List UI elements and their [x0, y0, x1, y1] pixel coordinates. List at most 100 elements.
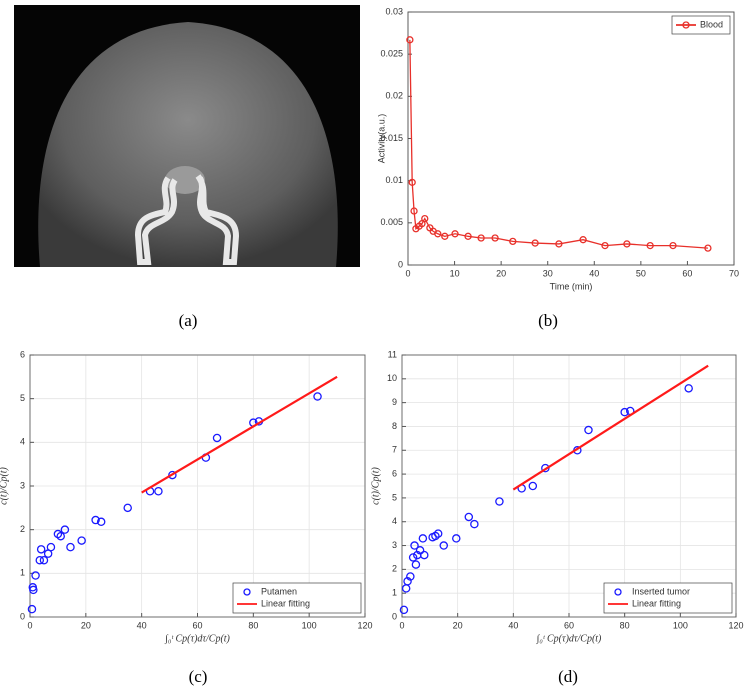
image-panel: [14, 5, 360, 267]
y-tick-label: 0: [398, 259, 403, 269]
caption: (b): [538, 311, 558, 330]
data-point: [684, 384, 693, 393]
legend-label: Blood: [700, 19, 723, 29]
data-point: [579, 236, 587, 244]
y-tick-label: 0.015: [380, 133, 403, 143]
data-point: [35, 555, 45, 565]
y-tick-label: 2: [20, 524, 25, 534]
data-point: [36, 545, 46, 554]
x-tick-label: 20: [453, 620, 463, 630]
x-tick-label: 60: [192, 620, 202, 630]
head: [38, 22, 338, 267]
x-tick-label: 0: [27, 620, 32, 630]
x-tick-label: 50: [636, 268, 646, 278]
y-tick-label: 8: [392, 421, 397, 431]
x-axis-label: Time (min): [550, 281, 593, 291]
data-point: [406, 572, 415, 581]
data-point: [212, 433, 222, 443]
y-axis-label: c(t)/Cp(t): [0, 466, 9, 504]
x-tick-label: 80: [620, 620, 630, 630]
data-point: [29, 585, 38, 595]
data-point: [408, 553, 418, 562]
data-point: [403, 577, 412, 586]
data-point: [91, 515, 100, 525]
data-point: [421, 214, 429, 223]
legend-label: Putamen: [261, 586, 297, 596]
y-tick-label: 5: [392, 492, 397, 502]
legend-box: [232, 582, 362, 614]
data-point: [620, 407, 629, 417]
data-point: [31, 571, 40, 580]
data-point: [464, 512, 474, 522]
data-point: [704, 244, 712, 252]
data-point: [410, 207, 418, 215]
data-point: [411, 560, 421, 569]
plot-area: [407, 11, 735, 266]
data-point: [669, 241, 677, 250]
y-axis-label: c(t)/Cp(t): [370, 466, 381, 504]
axes-frame: [407, 11, 735, 266]
x-tick-label: 120: [728, 620, 743, 630]
caption: (a): [179, 311, 198, 330]
data-point: [470, 519, 479, 529]
legend-swatch: [682, 21, 690, 29]
x-tick-label: 20: [496, 268, 506, 278]
y-tick-label: 0.01: [385, 175, 403, 185]
y-tick-label: 3: [20, 480, 25, 490]
data-point: [415, 546, 425, 555]
data-point: [477, 234, 485, 242]
x-tick-label: 30: [543, 268, 553, 278]
legend-box: [671, 15, 731, 35]
legend-swatch: [243, 588, 251, 596]
data-point: [96, 517, 106, 527]
x-tick-label: 10: [450, 268, 460, 278]
data-point: [77, 536, 86, 545]
data-point: [39, 555, 49, 565]
data-point: [168, 470, 177, 480]
y-tick-label: 0.03: [385, 6, 403, 16]
y-tick-label: 2: [392, 564, 397, 574]
y-tick-label: 10: [387, 373, 397, 383]
series-line: [141, 375, 338, 494]
data-point: [46, 542, 56, 552]
x-tick-label: 80: [248, 620, 258, 630]
y-tick-label: 0.025: [380, 49, 403, 59]
data-point: [410, 541, 419, 550]
data-point: [431, 531, 440, 541]
data-point: [406, 36, 414, 44]
y-tick-label: 6: [392, 468, 397, 478]
vessel: [195, 174, 240, 265]
x-tick-label: 0: [405, 268, 410, 278]
data-point: [399, 605, 409, 615]
y-tick-label: 0.02: [385, 91, 403, 101]
data-point: [27, 604, 37, 614]
data-point: [418, 534, 428, 543]
data-point: [433, 529, 443, 538]
data-point: [66, 542, 75, 552]
x-tick-label: 40: [508, 620, 518, 630]
y-tick-label: 0.005: [380, 217, 403, 227]
data-point: [495, 497, 504, 506]
data-point: [441, 232, 449, 240]
x-tick-label: 70: [729, 268, 739, 278]
data-point: [509, 237, 517, 246]
legend-label: Inserted tumor: [632, 586, 690, 596]
data-point: [123, 503, 132, 513]
data-point: [646, 241, 654, 250]
data-point: [154, 486, 163, 496]
legend-label: Linear fitting: [261, 598, 310, 608]
data-point: [601, 241, 609, 250]
legend-swatch: [614, 588, 622, 596]
x-tick-label: 40: [137, 620, 147, 630]
data-point: [452, 534, 461, 543]
data-point: [451, 230, 459, 238]
y-tick-label: 0: [392, 611, 397, 621]
series-line: [512, 364, 709, 491]
legend-label: Linear fitting: [632, 598, 681, 608]
vessel: [134, 176, 178, 265]
x-axis-label: ∫₀ᵗ Cp(τ)dτ/Cp(t): [164, 633, 230, 644]
data-point: [408, 178, 416, 187]
y-tick-label: 4: [20, 437, 25, 447]
data-point: [56, 531, 65, 541]
